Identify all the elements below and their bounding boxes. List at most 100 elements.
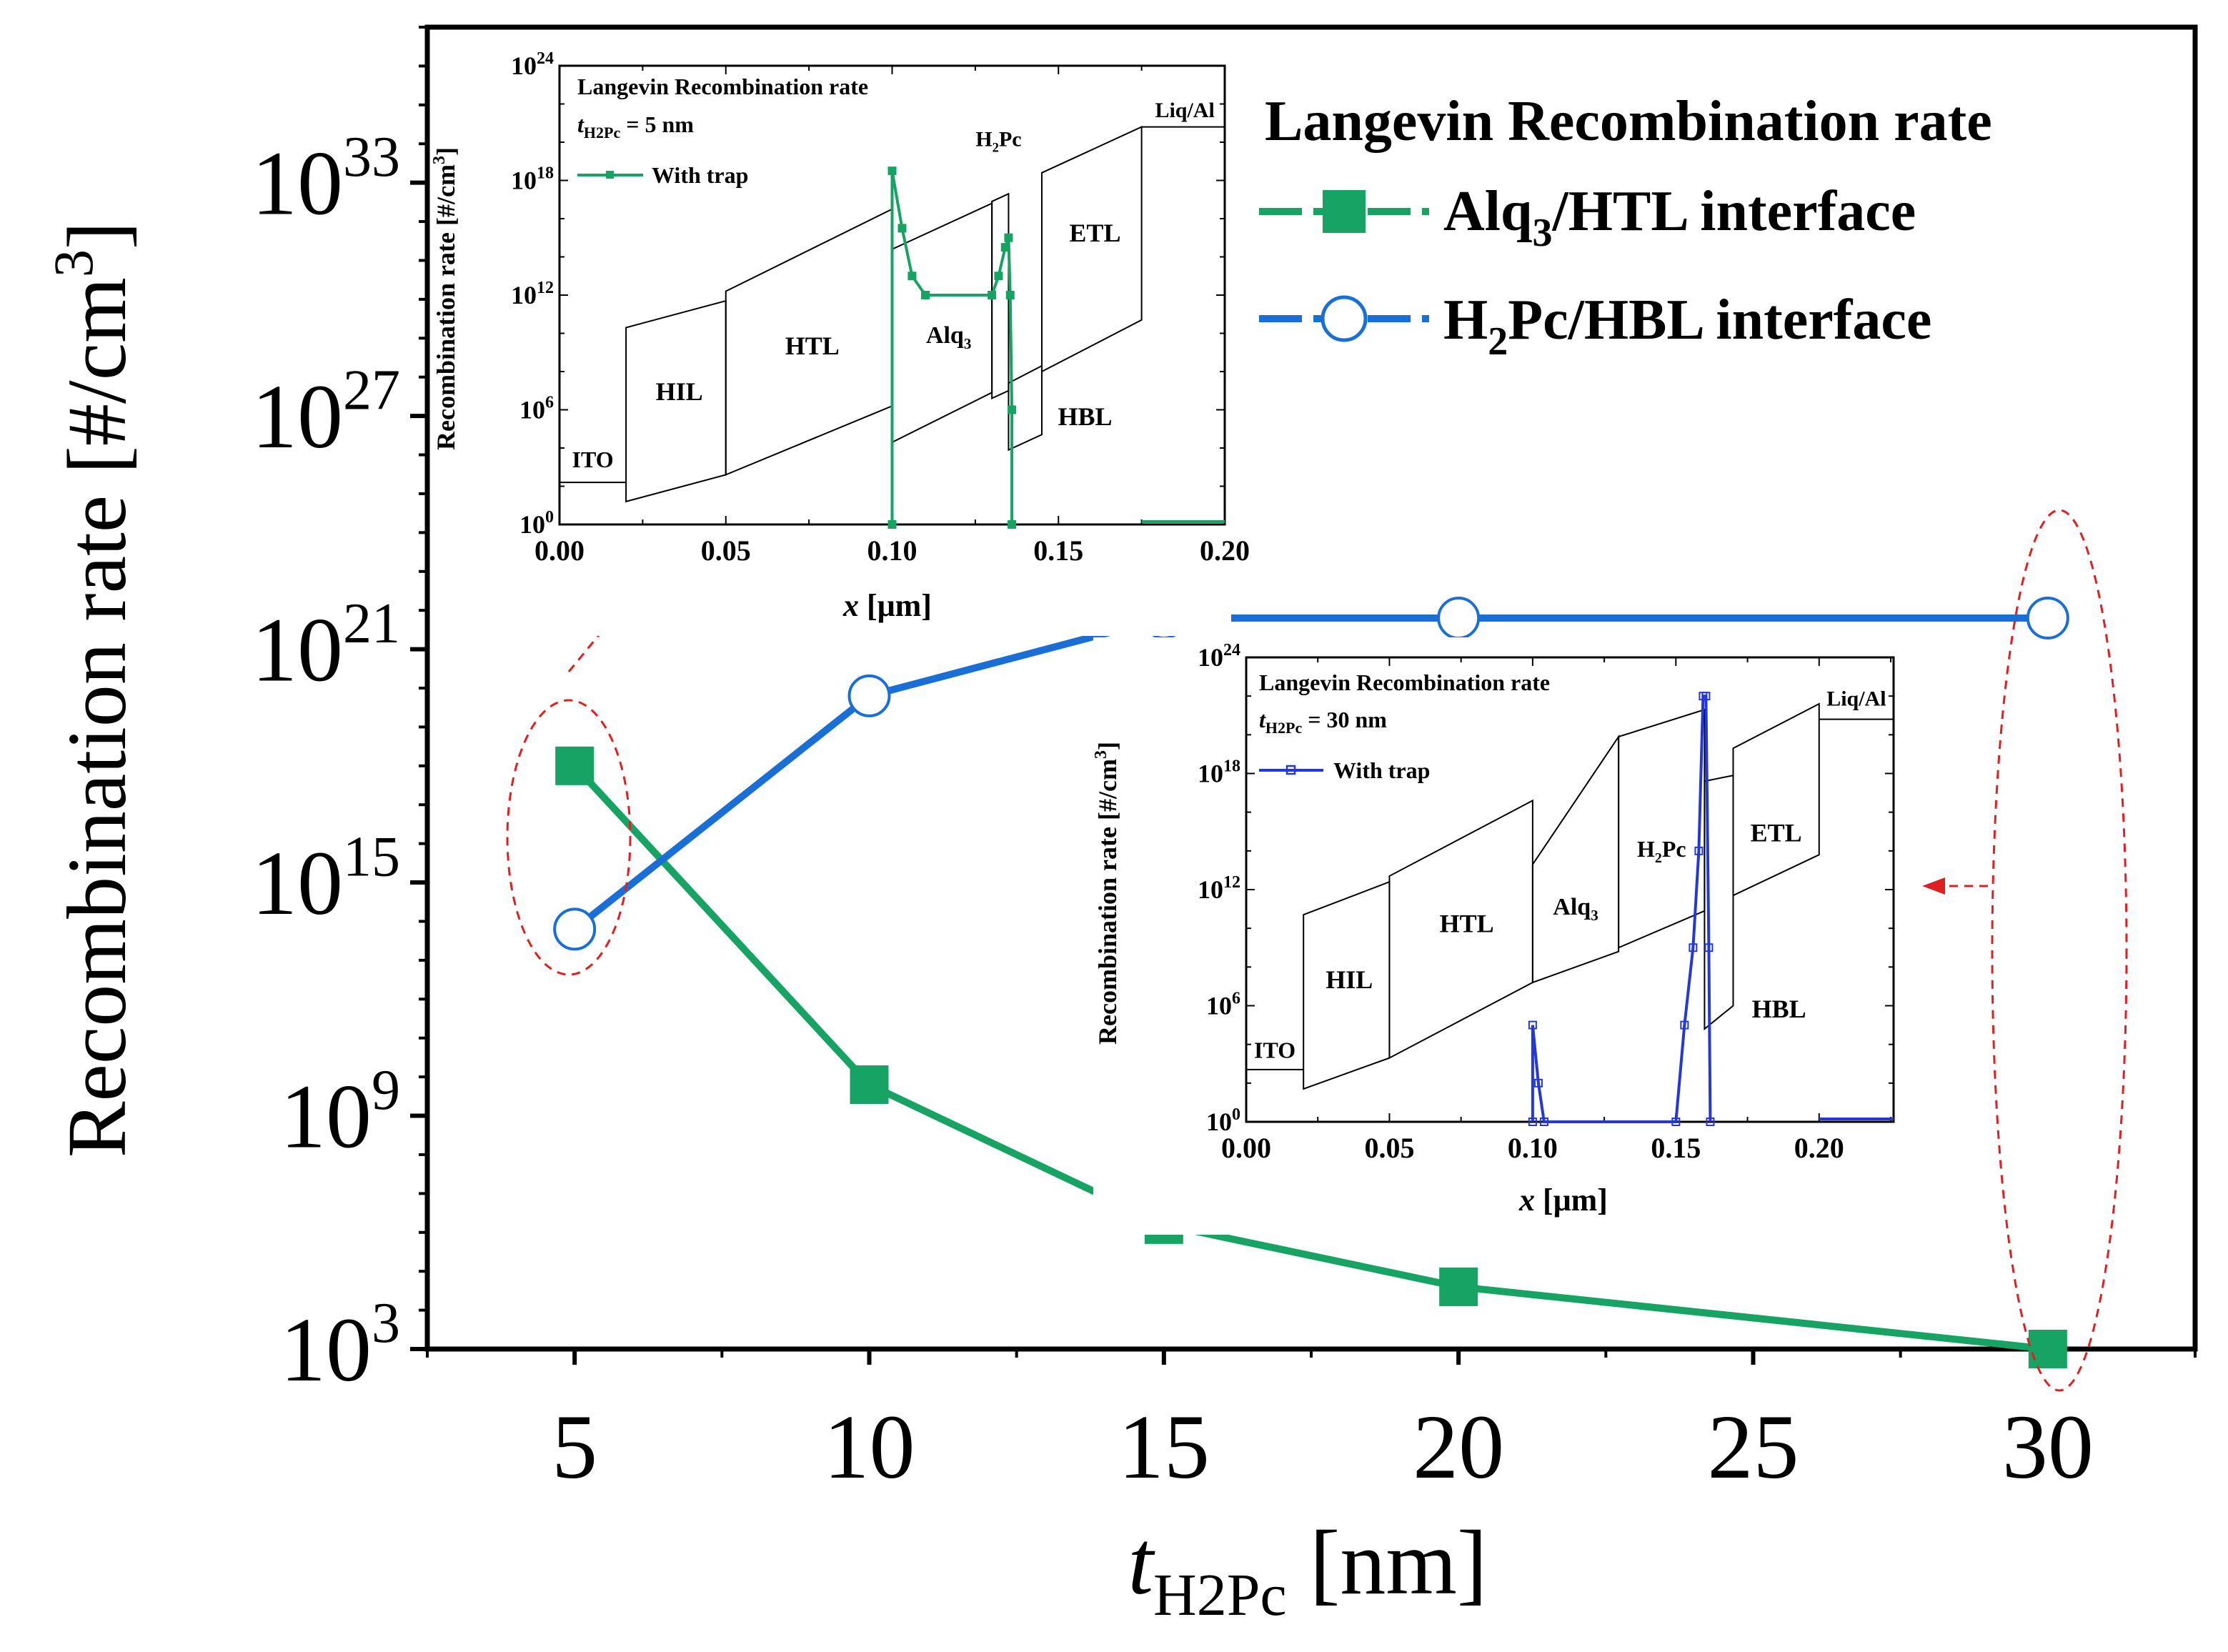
main-point-h2pc-hbl [847, 674, 891, 717]
inset-5nm-title-block: Langevin Recombination rate tH2Pc = 5 nm… [577, 74, 868, 188]
main-point-alq3-htl [555, 746, 595, 785]
inset-trace-line [1531, 695, 1712, 1123]
inset-layer-label: Liq/Al [1155, 99, 1214, 122]
inset-layer-label: ETL [1751, 818, 1802, 847]
inset-layer-label: HTL [1440, 910, 1494, 938]
main-x-tick-label: 25 [1708, 1396, 1799, 1498]
inset-30nm-background [1093, 637, 1904, 1235]
main-point-alq3-htl [850, 1065, 889, 1104]
inset-trace-point [1706, 1118, 1715, 1126]
main-x-tick-label: 30 [2002, 1396, 2094, 1498]
main-point-h2pc-hbl [1437, 597, 1481, 640]
inset-trace-point [994, 272, 1003, 281]
inset-y-tick-label: 100 [1206, 1105, 1240, 1136]
inset-x-tick-label: 0.20 [1200, 534, 1250, 567]
legend-label-alq3-htl: Alq3/HTL interface [1443, 180, 1916, 255]
inset-5nm: ITO HIL HTL Alq3 H2Pc HBL ETL Liq/Al 100 106 1012… [430, 43, 1250, 636]
annotation-ellipse-5nm [506, 699, 632, 976]
inset-y-tick-label: 100 [519, 508, 554, 539]
inset-5nm-axes: 100 106 1012 1018 1024 0.00 0.05 0.10 0.15 0.20 [511, 49, 1250, 567]
inset-trace-point [1004, 233, 1013, 242]
inset-5nm-title: Langevin Recombination rate [577, 74, 868, 99]
inset-layer-label: ETL [1069, 219, 1120, 247]
main-x-tick-label: 5 [552, 1396, 597, 1498]
legend-marker-h2pc-hbl [1321, 295, 1368, 342]
inset-30nm-x-axis-label: x [μm] [1518, 1183, 1608, 1218]
inset-trace-point [1701, 692, 1711, 701]
inset-30nm-legend-marker [1285, 765, 1296, 775]
main-y-tick-label: 1021 [252, 592, 400, 701]
inset-y-tick-label: 106 [519, 393, 554, 424]
inset-x-tick-label: 0.05 [701, 534, 751, 567]
inset-30nm-legend-label: With trap [1333, 757, 1430, 783]
inset-layer-label: HBL [1752, 995, 1806, 1023]
main-y-tick-label: 103 [280, 1292, 400, 1400]
inset-layer-label: HIL [656, 377, 703, 406]
inset-y-tick-label: 1024 [511, 49, 554, 80]
main-x-tick-label: 20 [1413, 1396, 1504, 1498]
inset-y-tick-label: 1018 [511, 164, 554, 194]
inset-trace-point [887, 166, 897, 176]
inset-trace-point [887, 520, 897, 529]
inset-x-tick-label: 0.00 [1221, 1132, 1271, 1164]
inset-x-tick-label: 0.20 [1794, 1132, 1844, 1164]
main-point-h2pc-hbl [553, 907, 597, 951]
inset-5nm-parameter: tH2Pc = 5 nm [577, 111, 694, 141]
inset-layer-label: HBL [1058, 402, 1112, 431]
inset-30nm-device-layers: ITO HIL HTL Alq3 H2Pc HBL ETL Liq/Al [1246, 687, 1894, 1090]
inset-trace-point [921, 291, 930, 299]
main-y-tick-labels: 103 109 1015 1021 1027 1033 [252, 126, 400, 1400]
main-legend: Langevin Recombination rate Alq3/HTL int… [1259, 90, 1992, 364]
inset-trace-point [1000, 243, 1010, 252]
main-point-alq3-htl [2028, 1330, 2067, 1368]
main-x-tick-labels: 5 10 15 20 25 30 [552, 1396, 2094, 1498]
inset-trace-point [1533, 1078, 1543, 1088]
inset-trace-point [1008, 520, 1017, 529]
inset-5nm-legend-marker [606, 171, 614, 179]
inset-layer-box [1732, 702, 1820, 897]
main-y-tick-label: 109 [280, 1059, 400, 1168]
inset-layer-label: Liq/Al [1826, 687, 1886, 711]
inset-30nm-title-block: Langevin Recombination rate tH2Pc = 30 n… [1259, 670, 1550, 783]
inset-30nm-title: Langevin Recombination rate [1259, 670, 1550, 695]
main-y-tick-label: 1015 [252, 825, 400, 934]
inset-5nm-x-axis-label: x [μm] [842, 588, 932, 623]
inset-layer-label: HIL [1326, 965, 1373, 994]
inset-5nm-device-layers: ITO HIL HTL Alq3 H2Pc HBL ETL Liq/Al [560, 99, 1225, 503]
inset-trace-point [1671, 1118, 1681, 1126]
inset-layer-label: ITO [1254, 1038, 1295, 1063]
inset-y-tick-label: 1012 [511, 279, 554, 309]
inset-layer-label: ITO [572, 447, 613, 472]
inset-y-tick-label: 1018 [1198, 757, 1240, 787]
inset-trace-point [1539, 1118, 1548, 1126]
inset-trace-point [1008, 405, 1017, 414]
main-axis-ticks [410, 26, 2197, 1365]
inset-y-tick-label: 1024 [1198, 641, 1240, 672]
inset-layer-box [1388, 799, 1533, 1060]
inset-layer-label: H2Pc [1637, 836, 1686, 866]
main-y-tick-label: 1033 [252, 126, 400, 234]
inset-30nm-axes: 100 106 1012 1018 1024 0.00 0.05 0.10 0.15 0.20 [1198, 641, 1895, 1164]
inset-trace-point [907, 272, 917, 281]
inset-5nm-trace [887, 166, 1225, 529]
inset-x-tick-label: 0.15 [1651, 1132, 1701, 1164]
inset-30nm-trace [1528, 692, 1894, 1126]
inset-5nm-y-axis-label: Recombination rate [#/cm3] [430, 147, 460, 450]
inset-trace-point [1689, 943, 1698, 952]
inset-layer-label: Alq3 [926, 322, 971, 352]
inset-x-tick-label: 0.00 [534, 534, 585, 567]
inset-trace-point [988, 291, 997, 299]
main-x-axis-label: tH2Pc [nm] [1128, 1512, 1487, 1628]
main-point-alq3-htl [1439, 1267, 1478, 1306]
inset-trace-line [890, 170, 1014, 524]
inset-x-tick-label: 0.15 [1033, 534, 1083, 567]
inset-30nm-y-axis-label: Recombination rate [#/cm3] [1092, 742, 1122, 1045]
inset-y-tick-label: 1012 [1198, 873, 1240, 904]
arrowhead-right-inset [1922, 877, 1945, 895]
main-y-tick-label: 1027 [252, 359, 400, 467]
inset-trace-point [897, 224, 907, 233]
main-point-h2pc-hbl [2026, 597, 2069, 640]
inset-5nm-legend-label: With trap [652, 162, 748, 188]
